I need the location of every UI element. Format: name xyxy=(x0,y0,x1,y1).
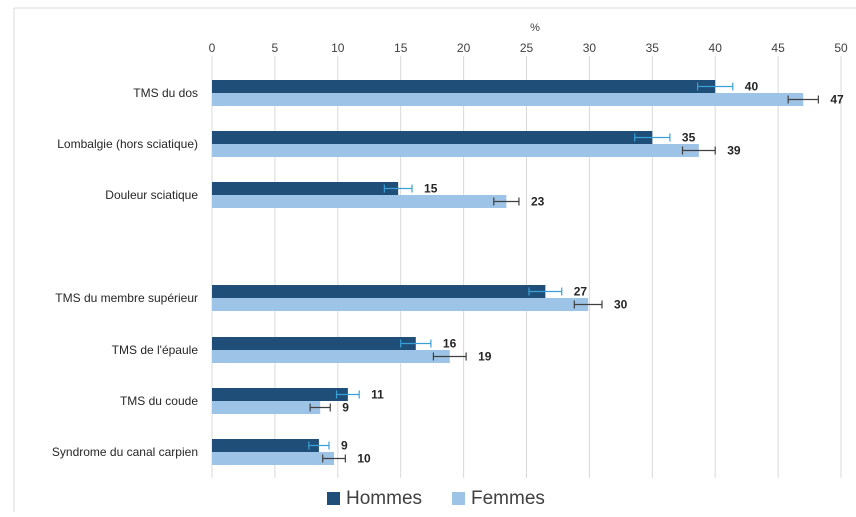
bar-hommes xyxy=(212,285,546,298)
x-tick-label: 30 xyxy=(583,41,597,55)
data-label: 47 xyxy=(830,93,844,107)
data-label: 27 xyxy=(574,285,588,299)
legend-swatch-hommes xyxy=(327,492,340,505)
bar-hommes xyxy=(212,388,348,401)
data-label: 16 xyxy=(443,337,457,351)
error-bars xyxy=(308,82,819,463)
x-tick-label: 35 xyxy=(646,41,660,55)
data-label: 39 xyxy=(727,144,741,158)
category-labels: TMS du dos Lombalgie (hors sciatique) Doul… xyxy=(52,86,198,459)
bar-hommes xyxy=(212,182,399,195)
category-label: Douleur sciatique xyxy=(105,188,198,202)
legend-label-hommes: Hommes xyxy=(346,488,422,509)
x-tick-label: 15 xyxy=(394,41,408,55)
data-label: 40 xyxy=(745,80,759,94)
data-labels: 40 35 15 27 16 11 9 47 39 23 30 19 9 10 xyxy=(341,80,844,466)
x-tick-label: 50 xyxy=(834,41,848,55)
legend-swatch-femmes xyxy=(452,492,465,505)
bar-femmes xyxy=(212,195,507,208)
x-tick-label: 20 xyxy=(457,41,471,55)
bar-femmes xyxy=(212,144,699,157)
data-label: 19 xyxy=(478,350,492,364)
category-label: TMS de l'épaule xyxy=(112,343,199,357)
legend: Hommes Femmes xyxy=(327,488,545,509)
data-label: 30 xyxy=(614,298,628,312)
bar-hommes xyxy=(212,439,319,452)
data-label: 35 xyxy=(682,131,696,145)
data-label: 9 xyxy=(341,439,348,453)
category-label: Syndrome du canal carpien xyxy=(52,445,198,459)
category-label: TMS du membre supérieur xyxy=(55,291,198,305)
gridlines xyxy=(211,56,842,478)
x-axis-title: % xyxy=(530,22,540,34)
bar-femmes xyxy=(212,350,450,363)
legend-label-femmes: Femmes xyxy=(471,488,545,509)
data-label: 15 xyxy=(424,182,438,196)
bar-femmes xyxy=(212,401,321,414)
x-tick-label: 0 xyxy=(209,41,216,55)
x-tick-label: 5 xyxy=(272,41,279,55)
bar-hommes xyxy=(212,337,416,350)
x-tick-label: 25 xyxy=(520,41,534,55)
data-label: 11 xyxy=(371,388,384,402)
bar-hommes xyxy=(212,131,653,144)
bar-femmes xyxy=(212,298,589,311)
bar-hommes xyxy=(212,80,716,93)
bar-femmes xyxy=(212,93,804,106)
category-label: Lombalgie (hors sciatique) xyxy=(57,137,198,151)
bar-femmes xyxy=(212,452,335,465)
data-label: 9 xyxy=(342,401,349,415)
x-tick-label: 45 xyxy=(771,41,785,55)
x-axis-ticks: 0 5 10 15 20 25 30 35 40 45 50 xyxy=(209,41,848,55)
category-label: TMS du dos xyxy=(133,86,198,100)
x-tick-label: 40 xyxy=(709,41,723,55)
category-label: TMS du coude xyxy=(120,394,198,408)
x-tick-label: 10 xyxy=(331,41,345,55)
data-label: 23 xyxy=(531,195,545,209)
bars xyxy=(212,80,804,465)
data-label: 10 xyxy=(357,452,371,466)
